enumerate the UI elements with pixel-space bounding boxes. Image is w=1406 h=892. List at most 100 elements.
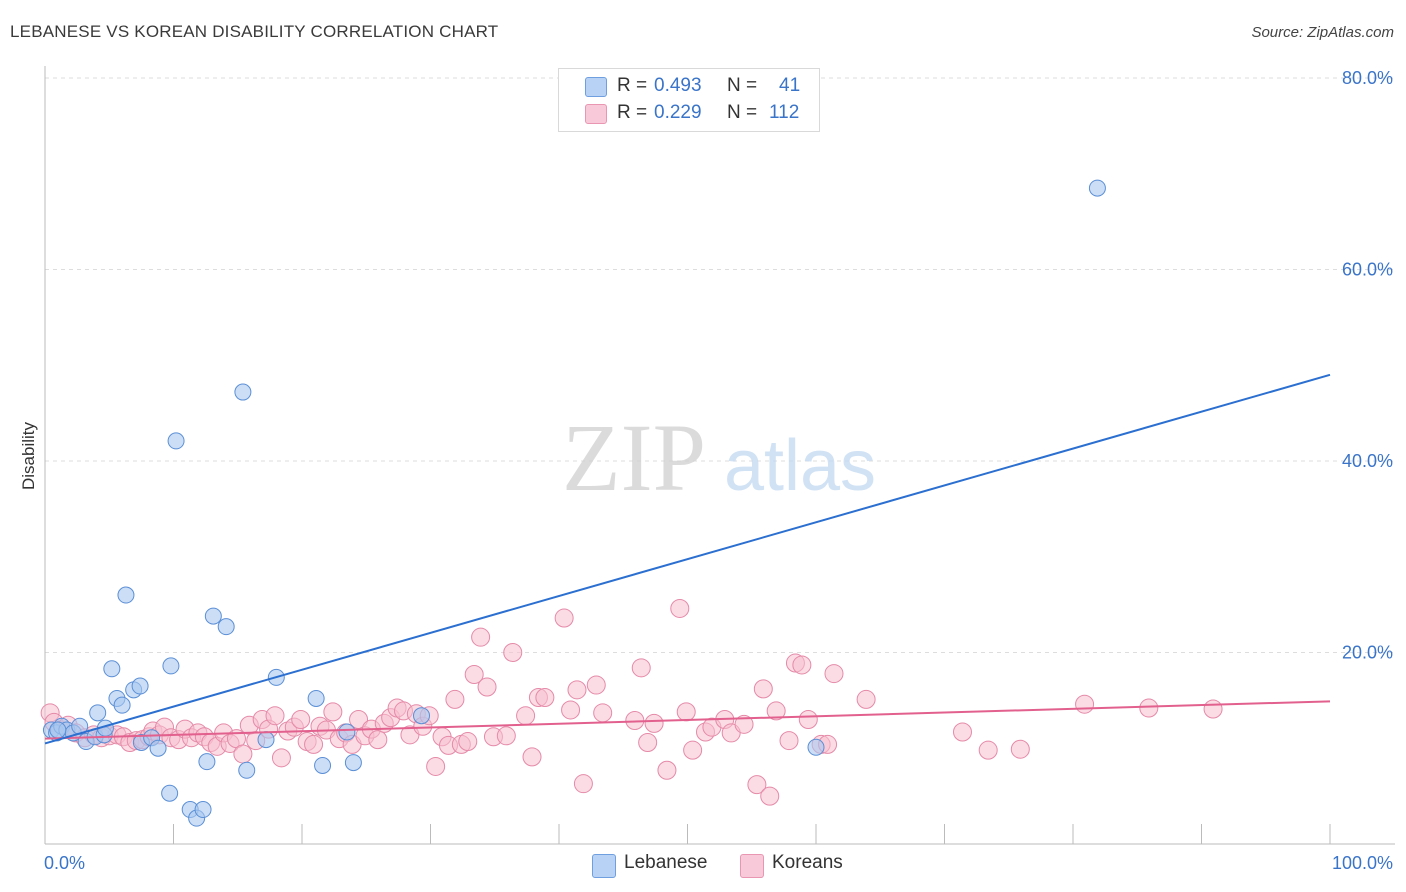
n-label: N =	[727, 102, 758, 123]
lebanese-point	[413, 707, 431, 725]
lebanese-legend-swatch	[592, 854, 616, 878]
koreans-point	[683, 740, 703, 760]
lebanese-point	[204, 607, 222, 625]
n-label: N =	[727, 75, 758, 96]
koreans-points	[40, 598, 1223, 806]
koreans-point	[657, 760, 677, 780]
lebanese-point	[1088, 179, 1106, 197]
lebanese-point	[113, 696, 131, 714]
koreans-point	[233, 744, 253, 764]
koreans-point	[503, 643, 523, 662]
koreans-point	[760, 786, 780, 806]
lebanese-point	[194, 801, 212, 819]
koreans-point	[586, 675, 606, 695]
koreans-point	[496, 726, 516, 746]
lebanese-point	[307, 689, 325, 707]
koreans-point	[271, 748, 291, 768]
koreans-point	[952, 722, 972, 742]
lebanese-point	[217, 618, 235, 636]
koreans-point	[978, 740, 998, 760]
koreans-point	[753, 679, 773, 699]
koreans-point	[265, 706, 285, 726]
lebanese-point	[103, 660, 121, 678]
koreans-point	[631, 658, 651, 678]
r-label: R =	[617, 102, 648, 123]
trend-lines	[44, 373, 1331, 745]
koreans-point	[670, 598, 690, 618]
koreans-legend-swatch	[740, 854, 764, 878]
koreans-point	[477, 677, 497, 697]
koreans-point	[792, 655, 812, 675]
koreans-point	[554, 608, 574, 628]
koreans-point	[638, 733, 658, 753]
koreans-legend-label: Koreans	[772, 852, 843, 873]
tick-labels: 20.0% 40.0% 60.0% 80.0% 0.0% 100.0%	[44, 68, 1393, 873]
koreans-point	[291, 710, 311, 730]
lebanese-point	[314, 756, 332, 774]
r-label: R =	[617, 75, 648, 96]
lebanese-point	[161, 784, 179, 802]
lebanese-swatch	[585, 77, 607, 97]
watermark-atlas: atlas	[724, 426, 876, 506]
koreans-point	[1139, 698, 1159, 718]
lebanese-point	[344, 754, 362, 772]
koreans-point	[798, 710, 818, 730]
koreans-point	[747, 775, 767, 795]
lebanese-point	[338, 723, 356, 741]
koreans-point	[522, 747, 542, 767]
koreans-point	[458, 732, 478, 752]
watermark-zip: ZIP	[562, 404, 706, 511]
lebanese-point	[234, 383, 252, 401]
koreans-point	[471, 627, 491, 647]
koreans-point	[426, 756, 446, 776]
koreans-point	[1075, 694, 1095, 714]
correlation-legend: R = 0.493 N = 41 R = 0.229 N = 112	[558, 68, 820, 132]
x-tick-label: 100.0%	[1332, 853, 1393, 873]
lebanese-point	[49, 721, 67, 739]
lebanese-point	[89, 704, 107, 722]
y-axis-label: Disability	[19, 421, 38, 490]
koreans-point	[323, 702, 343, 722]
lebanese-point	[117, 586, 135, 604]
lebanese-point	[131, 677, 149, 695]
koreans-point	[1010, 739, 1030, 759]
koreans-point	[824, 664, 844, 684]
lebanese-point	[149, 739, 167, 757]
lebanese-point	[167, 432, 185, 450]
koreans-point	[779, 731, 799, 751]
koreans-point	[349, 710, 369, 730]
koreans-point	[516, 706, 536, 726]
koreans-point	[464, 665, 484, 685]
source-credit: Source: ZipAtlas.com	[1251, 24, 1394, 41]
lebanese-point	[257, 731, 275, 749]
chart-title: LEBANESE VS KOREAN DISABILITY CORRELATIO…	[10, 22, 499, 41]
koreans-point	[676, 702, 696, 722]
koreans-point	[593, 703, 613, 723]
lebanese-point	[162, 657, 180, 675]
watermark: ZIP atlas	[562, 404, 876, 511]
koreans-point	[573, 774, 593, 794]
lebanese-point	[198, 753, 216, 771]
y-tick-label: 40.0%	[1342, 451, 1393, 471]
koreans-point	[734, 714, 754, 734]
koreans-trend-line	[44, 700, 1331, 740]
koreans-point	[766, 701, 786, 721]
koreans-point	[644, 713, 664, 733]
gridlines	[45, 77, 1395, 653]
lebanese-legend-label: Lebanese	[624, 852, 708, 873]
koreans-point	[535, 688, 555, 708]
koreans-point	[445, 689, 465, 709]
koreans-point	[368, 730, 388, 750]
n-value: 41	[779, 75, 801, 96]
lebanese-trend-line	[44, 373, 1331, 745]
y-tick-label: 20.0%	[1342, 643, 1393, 663]
r-value: 0.493	[654, 75, 702, 96]
lebanese-point	[807, 738, 825, 756]
r-value: 0.229	[654, 102, 702, 123]
n-value: 112	[769, 102, 800, 123]
koreans-swatch	[585, 104, 607, 124]
koreans-point	[1203, 699, 1223, 719]
lebanese-point	[238, 761, 256, 779]
x-tick-label: 0.0%	[44, 853, 85, 873]
